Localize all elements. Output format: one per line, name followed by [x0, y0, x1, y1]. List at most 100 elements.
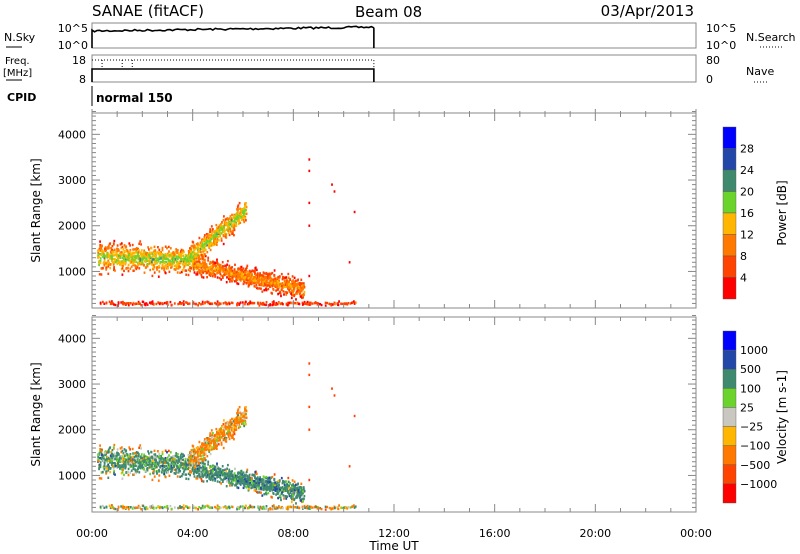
velocity-echo-cell [228, 477, 231, 480]
velocity-echo-cell [302, 490, 304, 493]
power-echo-cell [209, 260, 212, 264]
velocity-echo-cell [301, 486, 304, 489]
velocity-echo-cell [156, 455, 159, 458]
power-echo-cell [119, 262, 122, 266]
power-echo-cell [185, 273, 188, 276]
power-echo-cell [324, 301, 327, 304]
power-echo-cell [228, 233, 231, 237]
power-echo-cell [281, 284, 283, 288]
velocity-echo-cell [307, 507, 310, 510]
velocity-echo-cell [225, 440, 228, 443]
velocity-echo-cell [122, 504, 124, 508]
power-echo-cell [155, 302, 158, 306]
power-echo-cell [243, 278, 245, 281]
power-echo-cell [239, 271, 241, 274]
velocity-echo-cell [178, 506, 181, 509]
velocity-echo-cell [164, 457, 167, 460]
power-echo-cell [120, 246, 123, 250]
power-echo-cell [103, 256, 106, 260]
velocity-echo-cell [132, 466, 135, 470]
power-echo-cell [193, 260, 196, 263]
velocity-echo-cell [139, 444, 142, 447]
velocity-echo-cell [233, 472, 236, 475]
velocity-echo-cell [253, 480, 255, 483]
power-echo-cell [266, 273, 269, 276]
power-echo-cell [297, 286, 300, 289]
velocity-echo-cell [219, 430, 222, 433]
velocity-echo-cell [125, 506, 127, 509]
power-echo-cell [174, 258, 177, 261]
power-echo-cell [147, 259, 150, 263]
velocity-echo-cell [149, 456, 152, 459]
velocity-echo-cell [160, 455, 162, 458]
power-echo-cell [125, 254, 128, 258]
velocity-echo-cell [141, 461, 144, 464]
velocity-echo-cell [143, 468, 146, 471]
power-echo-cell [106, 251, 109, 255]
power-echo-cell [198, 302, 201, 305]
power-echo-cell [133, 258, 135, 262]
nsky-label: N.Sky [4, 31, 36, 44]
power-echo-cell [196, 263, 199, 267]
velocity-echo-cell [270, 476, 272, 479]
power-echo-cell [232, 229, 234, 233]
power-echo-cell [205, 263, 208, 266]
power-echo-cell [300, 290, 303, 293]
power-echo-cell [100, 254, 103, 257]
velocity-echo-cell [216, 462, 218, 465]
velocity-echo-cell [290, 505, 293, 509]
power-echo-cell [192, 250, 194, 254]
velocity-echo-cell [207, 446, 210, 450]
power-colorbar-segment [722, 191, 737, 214]
velocity-echo-cell [139, 463, 142, 466]
power-echo-cell [301, 296, 303, 300]
velocity-echo-cell [175, 468, 177, 471]
velocity-echo-cell [226, 474, 229, 477]
power-echo-cell [104, 246, 107, 249]
velocity-echo-cell [223, 477, 226, 480]
power-echo-cell [122, 303, 125, 306]
power-echo-cell [150, 260, 153, 264]
power-echo-cell [257, 281, 260, 284]
power-echo-cell [239, 221, 242, 224]
velocity-echo-cell [216, 435, 219, 439]
velocity-echo-cell [223, 436, 226, 440]
power-echo-cell [198, 259, 200, 263]
velocity-echo-cell [209, 434, 211, 437]
power-echo-cell [240, 209, 243, 212]
velocity-echo-cell [330, 508, 333, 511]
power-echo-cell [105, 268, 108, 271]
power-echo-cell [248, 276, 251, 280]
velocity-echo-cell [135, 451, 138, 454]
power-echo-cell [173, 257, 176, 260]
power-echo-cell [246, 278, 248, 282]
power-echo-cell [176, 266, 179, 269]
power-echo-cell [227, 229, 229, 232]
power-echo-cell [107, 263, 110, 266]
power-echo-cell [230, 301, 233, 304]
velocity-echo-cell [130, 464, 133, 468]
power-echo-cell [165, 257, 168, 260]
velocity-echo-cell [161, 452, 164, 456]
power-echo-cell [214, 301, 216, 305]
velocity-echo-cell [167, 467, 170, 471]
velocity-echo-cell [290, 484, 293, 487]
power-echo-cell [168, 250, 170, 253]
power-echo-cell [137, 302, 139, 305]
velocity-echo-cell [182, 466, 184, 470]
power-echo-cell [181, 251, 184, 254]
power-echo-cell [268, 277, 271, 280]
velocity-echo-cell [157, 462, 159, 466]
velocity-echo-cell [296, 491, 299, 495]
velocity-echo-cell [261, 507, 264, 510]
power-echo-cell [107, 259, 110, 262]
power-echo-cell [182, 268, 184, 272]
velocity-echo-cell [121, 464, 123, 467]
power-echo-cell [286, 304, 289, 307]
velocity-echo-cell [103, 464, 106, 467]
velocity-echo-cell [202, 444, 204, 447]
power-echo-cell [216, 231, 219, 235]
velocity-echo-cell [279, 488, 282, 491]
velocity-echo-cell [158, 457, 161, 460]
velocity-echo-cell [149, 505, 151, 508]
